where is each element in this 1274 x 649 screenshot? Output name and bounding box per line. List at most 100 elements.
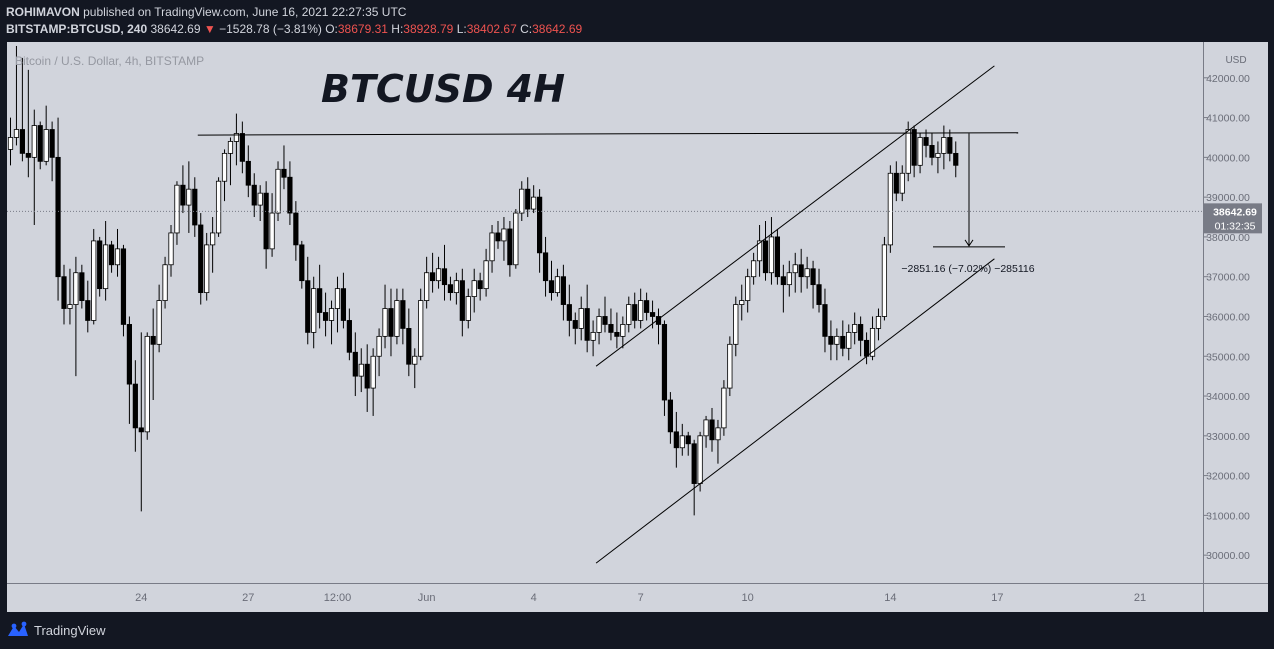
candle-down (709, 419, 715, 441)
candle-up (453, 280, 459, 294)
candle-down (798, 264, 804, 278)
candle-up (221, 152, 228, 182)
candle-down (263, 192, 269, 250)
candle-down (19, 129, 25, 154)
candle-up (531, 196, 537, 210)
candle-up (590, 331, 596, 341)
trendline-channel-lower[interactable] (595, 258, 995, 564)
author-name[interactable]: ROHIMAVON (6, 5, 80, 19)
candle-down (477, 280, 483, 290)
candle-down (346, 320, 352, 353)
candle-down (840, 335, 846, 349)
header-bar: ROHIMAVON published on TradingView.com, … (0, 0, 1274, 42)
time-tick-label: 7 (638, 592, 644, 604)
candle-up (501, 228, 507, 242)
candle-up (596, 316, 602, 333)
candle-down (537, 196, 543, 254)
candle-up (620, 324, 626, 337)
candle-down (108, 244, 115, 266)
candle-down (400, 300, 406, 329)
candle-down (305, 280, 311, 333)
candle-down (340, 288, 347, 321)
candle-down (614, 331, 620, 337)
price-tick-label: 42000.00 (1206, 73, 1250, 85)
candle-down (293, 212, 299, 246)
candle-up (489, 232, 495, 262)
price-tick-label: 33000.00 (1206, 431, 1250, 443)
candle-up (328, 308, 335, 321)
candle-down (525, 188, 531, 210)
candle-up (875, 316, 882, 329)
candle-down (85, 300, 91, 321)
symbol-label: BITSTAMP:BTCUSD, 240 (6, 22, 148, 36)
close-value: 38642.69 (532, 22, 583, 36)
candle-up (73, 272, 79, 305)
time-scale[interactable] (7, 584, 1203, 612)
candle-down (923, 137, 929, 146)
price-change: −1528.78 (−3.81%) (219, 22, 322, 36)
candle-down (138, 427, 144, 433)
candle-down (287, 176, 293, 214)
candle-up (756, 240, 763, 262)
candle-down (126, 324, 132, 385)
candle-up (483, 260, 489, 290)
time-tick-label: 17 (991, 592, 1003, 604)
candle-up (751, 260, 757, 278)
candle-up (887, 172, 893, 246)
candle-up (174, 184, 180, 234)
price-tick-label: 40000.00 (1206, 152, 1250, 164)
candle-up (578, 308, 584, 329)
time-tick-label: 27 (242, 592, 254, 604)
candle-up (103, 244, 109, 290)
candle-up (269, 212, 275, 250)
currency-label: USD (1225, 55, 1246, 66)
trendline-channel-upper[interactable] (595, 65, 995, 367)
candle-down (441, 268, 448, 286)
time-tick-label: 10 (742, 592, 754, 604)
candle-up (917, 137, 923, 166)
trendline-resistance[interactable] (197, 132, 1019, 136)
price-tick-label: 41000.00 (1206, 113, 1250, 125)
price-tick-label: 36000.00 (1206, 311, 1250, 323)
candle-down (25, 152, 31, 158)
price-scale[interactable] (1204, 42, 1268, 583)
candle-up (394, 300, 400, 337)
time-tick-label: 12:00 (324, 592, 352, 604)
current-price-value: 38642.69 (1213, 206, 1257, 218)
candle-down (673, 431, 679, 449)
candle-down (762, 240, 769, 274)
candle-down (281, 168, 287, 178)
candle-up (881, 244, 888, 317)
candle-down (572, 320, 578, 329)
published-info: published on TradingView.com, June 16, 2… (83, 5, 407, 19)
candle-up (311, 288, 317, 333)
candle-up (935, 152, 941, 158)
price-tick-label: 39000.00 (1206, 192, 1250, 204)
candle-up (745, 276, 751, 301)
candles (7, 45, 959, 516)
candle-up (31, 125, 37, 158)
candle-down (388, 308, 394, 337)
candle-up (852, 324, 858, 333)
candle-up (804, 268, 810, 278)
tradingview-brand[interactable]: TradingView (34, 623, 106, 638)
price-tick-label: 32000.00 (1206, 471, 1250, 483)
candle-down (929, 145, 935, 158)
candle-down (79, 272, 85, 301)
candle-up (204, 244, 210, 294)
price-tick-label: 34000.00 (1206, 391, 1250, 403)
tradingview-logo-icon[interactable] (6, 620, 30, 640)
scale-corner (1204, 584, 1268, 612)
time-tick-label: 4 (531, 592, 537, 604)
time-tick-label: 14 (884, 592, 896, 604)
close-label: C: (520, 22, 533, 36)
candle-down (911, 129, 917, 166)
footer-bar: TradingView (0, 612, 1274, 649)
candle-down (685, 435, 691, 445)
candle-up (626, 304, 632, 325)
candle-down (953, 152, 959, 166)
candle-down (661, 324, 668, 401)
candle-down (239, 133, 245, 162)
candle-down (810, 268, 816, 286)
